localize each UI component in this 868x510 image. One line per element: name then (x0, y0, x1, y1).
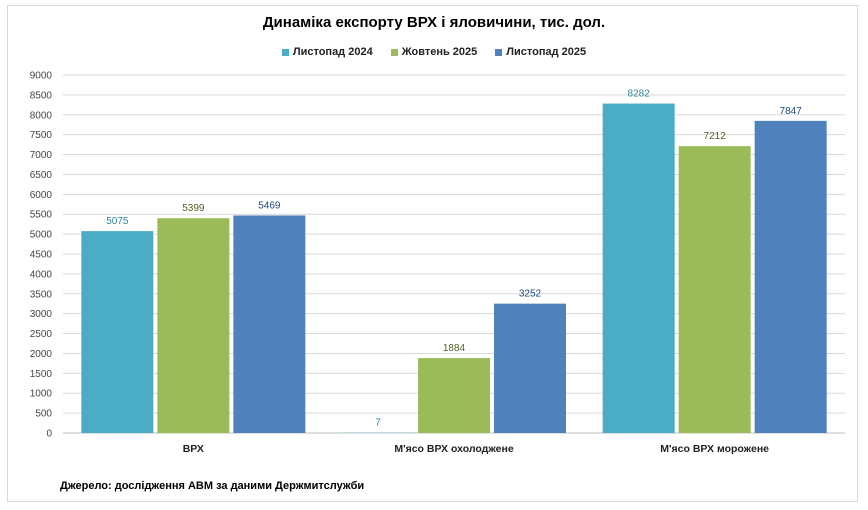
data-label: 7847 (780, 106, 803, 117)
x-category-label: М'ясо ВРХ морожене (660, 443, 769, 455)
y-tick-label: 8500 (30, 90, 53, 101)
y-tick-label: 5000 (30, 230, 53, 241)
y-tick-label: 3000 (30, 309, 53, 320)
bar (233, 215, 306, 433)
legend-swatch-2 (495, 48, 503, 56)
bar (418, 358, 490, 433)
chart-frame (7, 5, 858, 502)
x-category-label: М'ясо ВРХ охолоджене (394, 443, 513, 455)
y-tick-label: 4500 (30, 250, 53, 261)
legend-label-0: Листопад 2024 (292, 46, 373, 58)
bar (754, 120, 827, 434)
legend-swatch-0 (281, 48, 289, 56)
bar (81, 231, 154, 433)
data-label: 5075 (106, 216, 129, 227)
data-label: 8282 (628, 89, 651, 100)
y-tick-label: 1000 (30, 389, 53, 400)
y-tick-label: 0 (46, 429, 52, 440)
y-tick-label: 7500 (30, 130, 53, 141)
y-tick-label: 4000 (30, 269, 53, 280)
chart-title: Динаміка експорту ВРХ і яловичини, тис. … (262, 14, 606, 31)
legend-label-1: Жовтень 2025 (401, 46, 478, 58)
legend-item-0: Листопад 2024 (281, 46, 373, 58)
y-tick-label: 3500 (30, 289, 53, 300)
legend-item-1: Жовтень 2025 (390, 46, 478, 58)
data-label: 3252 (519, 289, 542, 300)
data-label: 7212 (704, 131, 727, 142)
y-tick-label: 6000 (30, 190, 53, 201)
legend-label-2: Листопад 2025 (506, 46, 587, 58)
legend: Листопад 2024 Жовтень 2025 Листопад 2025 (0, 46, 868, 58)
bar (602, 103, 675, 433)
legend-item-2: Листопад 2025 (495, 46, 586, 58)
bar (157, 218, 230, 433)
y-tick-label: 500 (35, 409, 52, 420)
legend-swatch-1 (390, 48, 398, 56)
y-tick-label: 1500 (30, 369, 53, 380)
data-label: 7 (375, 418, 381, 429)
y-tick-label: 2000 (30, 349, 53, 360)
data-label: 5399 (182, 203, 205, 214)
y-tick-label: 7000 (30, 150, 53, 161)
x-category-label: ВРХ (183, 443, 204, 455)
y-tick-label: 5500 (30, 210, 53, 221)
y-tick-label: 6500 (30, 170, 53, 181)
bar (494, 303, 566, 433)
data-label: 5469 (258, 200, 281, 211)
y-tick-label: 2500 (30, 329, 53, 340)
y-tick-label: 9000 (30, 71, 53, 82)
y-tick-label: 8000 (30, 110, 53, 121)
data-label: 1884 (443, 343, 466, 354)
source-note: Джерело: дослідження АВМ за даними Держм… (60, 480, 365, 492)
bar (678, 146, 751, 433)
